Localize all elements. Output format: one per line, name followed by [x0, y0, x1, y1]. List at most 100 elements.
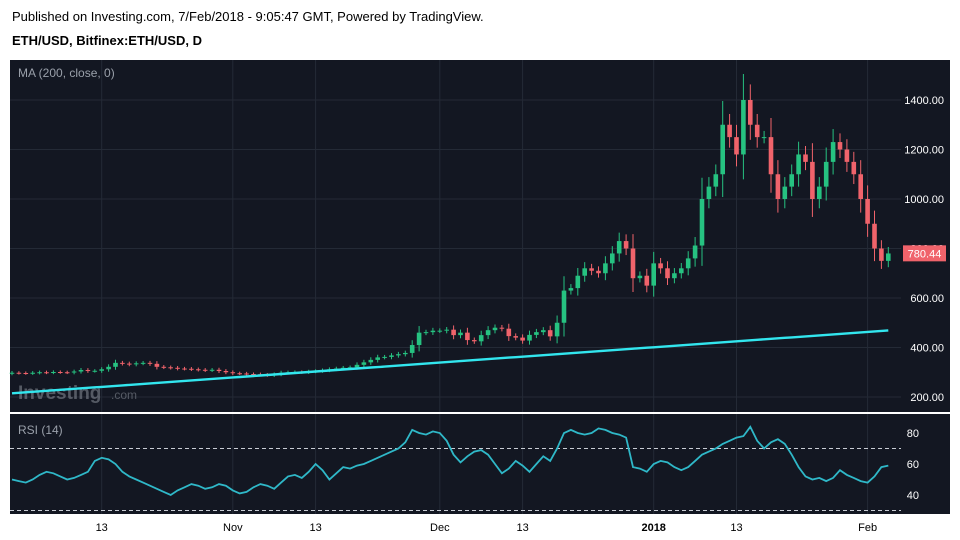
candle-body — [396, 354, 401, 356]
candle-body — [803, 154, 808, 162]
candle-body — [610, 253, 615, 264]
candle-body — [23, 372, 29, 374]
candle-body — [182, 368, 187, 370]
candle-body — [85, 370, 91, 372]
candle-body — [209, 369, 215, 371]
candle-body — [623, 241, 629, 249]
rsi-axis: 80 60 40 — [907, 428, 919, 502]
candle-body — [430, 330, 436, 333]
published-header: Published on Investing.com, 7/Feb/2018 -… — [12, 9, 484, 24]
candle-body — [727, 124, 732, 138]
candle-body — [189, 368, 194, 370]
candle-body — [789, 174, 794, 187]
candle-body — [423, 332, 429, 334]
candle-body — [437, 330, 443, 332]
candle-body — [120, 362, 125, 364]
candle-body — [658, 263, 663, 269]
candle-body — [810, 161, 815, 199]
candle-body — [106, 366, 111, 370]
rsi-axis-background — [901, 414, 950, 514]
grid — [10, 60, 901, 514]
rsi-tick-label: 60 — [907, 459, 919, 471]
candle-body — [775, 174, 781, 199]
candle-body — [30, 372, 35, 374]
candle-body — [879, 248, 884, 261]
candle-body — [44, 372, 49, 374]
candle-body — [575, 275, 581, 289]
candle-body — [175, 367, 180, 369]
last-price-box — [903, 245, 946, 262]
candle-body — [492, 327, 498, 331]
candle-body — [782, 186, 788, 199]
candle-body — [354, 364, 360, 368]
candle-body — [506, 328, 512, 337]
last-price-label: 780.44 — [903, 245, 946, 262]
candle-body — [768, 137, 774, 175]
rsi-tick-label: 80 — [907, 428, 919, 440]
candle-body — [844, 149, 850, 162]
time-tick-label: 2018 — [641, 522, 665, 534]
candle-body — [154, 363, 160, 367]
candle-body — [582, 268, 587, 276]
candle-body — [147, 362, 153, 364]
candle-body — [16, 372, 22, 374]
candle-body — [230, 372, 236, 374]
candle-body — [761, 137, 767, 139]
candle-body — [796, 154, 801, 175]
candle-body — [375, 357, 380, 360]
candle-body — [741, 100, 746, 155]
price-tick-label: 200.00 — [910, 392, 944, 404]
watermark-brand: Investing — [18, 383, 101, 404]
candle-body — [237, 373, 242, 375]
candle-body — [244, 373, 249, 375]
price-tick-label: 1000.00 — [904, 194, 944, 206]
candle-body — [561, 290, 567, 323]
candle-body — [202, 369, 208, 371]
ma-series — [11, 329, 889, 395]
candle-body — [133, 363, 139, 365]
time-tick-label: Nov — [223, 522, 243, 534]
rsi-pane-background — [10, 414, 901, 514]
candle-body — [140, 362, 146, 364]
candle-body — [823, 161, 829, 187]
candle-body — [99, 369, 104, 371]
candle-body — [64, 372, 70, 374]
candle-body — [472, 340, 477, 342]
candle-body — [830, 142, 836, 162]
time-axis: 13 Nov 13 Dec 13 2018 13 Feb — [96, 522, 878, 534]
time-tick-label: 13 — [730, 522, 742, 534]
candle-body — [679, 268, 684, 274]
candle-body — [382, 356, 387, 358]
candle-body — [637, 275, 643, 279]
candle-body — [616, 241, 622, 254]
watermark-suffix: .com — [111, 388, 137, 402]
rsi-line — [11, 425, 889, 497]
candle-body — [458, 332, 463, 336]
candle-body — [720, 124, 725, 175]
candle-body — [527, 334, 532, 341]
candle-body — [541, 330, 546, 333]
candle-body — [368, 359, 374, 363]
time-tick-label: 13 — [516, 522, 528, 534]
candle-body — [216, 369, 222, 372]
symbol-header: ETH/USD, Bitfinex:ETH/USD, D — [12, 33, 202, 48]
candle-body — [478, 335, 484, 342]
candle-body — [9, 372, 15, 374]
candle-body — [603, 263, 608, 274]
candle-body — [734, 137, 739, 155]
candle-body — [568, 288, 574, 291]
candle-body — [513, 336, 518, 338]
price-tick-label: 600.00 — [910, 293, 944, 305]
main-pane-background — [10, 60, 901, 412]
price-tick-label: 1200.00 — [904, 145, 944, 157]
candle-body — [685, 258, 691, 269]
candle-body — [451, 329, 456, 336]
candle-body — [340, 367, 346, 369]
candle-body — [58, 372, 63, 374]
candle-body — [409, 345, 415, 353]
candle-body — [403, 352, 408, 355]
time-tick-label: Dec — [430, 522, 450, 534]
candle-body — [485, 330, 491, 336]
candle-body — [534, 332, 539, 335]
ma-line — [11, 329, 889, 395]
